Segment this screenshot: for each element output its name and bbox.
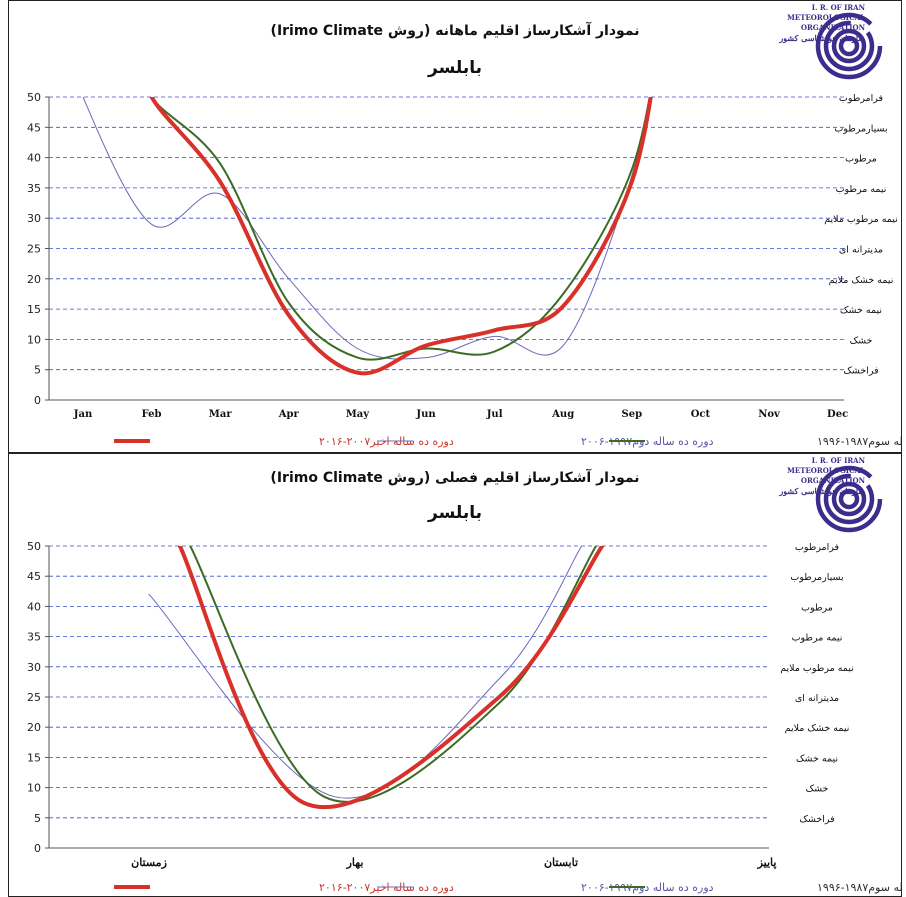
zone-label: نیمه خشک ملایم <box>829 275 894 286</box>
zone-label: فراخشک <box>799 814 834 825</box>
x-tick-label: Sep <box>622 409 643 420</box>
x-tick-label: Jul <box>486 409 503 420</box>
logo-ring <box>838 35 860 57</box>
logo-text: I. R. OF IRAN <box>812 456 866 465</box>
chart-title: نمودار آشکارساز اقلیم فصلی (روش Irimo Cl… <box>270 468 639 486</box>
monthly-climate-chart: نمودار آشکارساز اقلیم ماهانه (روش Irimo … <box>27 3 901 448</box>
zone-label: خشک <box>850 335 873 346</box>
x-tick-label: Feb <box>142 409 162 420</box>
chart-title: نمودار آشکارساز اقلیم ماهانه (روش Irimo … <box>271 21 640 39</box>
logo-ring <box>831 481 867 517</box>
x-tick-label: Dec <box>827 409 848 420</box>
zone-label: نیمه مرطوب ملایم <box>780 663 854 674</box>
x-tick-label: Aug <box>551 409 574 420</box>
series-line <box>150 97 651 361</box>
logo-text: METEOROLOGICAL <box>787 13 865 22</box>
zone-label: مدیترانه ای <box>795 693 839 704</box>
y-tick-label: 5 <box>34 812 41 825</box>
x-tick-label: بهار <box>346 856 364 869</box>
x-tick-label: زمستان <box>131 856 167 869</box>
legend-label: دوره ده ساله سوم۱۹۸۷-۱۹۹۶ <box>817 881 901 894</box>
x-tick-label: Nov <box>758 409 781 420</box>
zone-label: نیمه مرطوب ملایم <box>824 214 898 225</box>
y-tick-label: 15 <box>27 751 41 764</box>
zone-label: فرامرطوب <box>795 542 839 553</box>
y-tick-label: 10 <box>27 782 41 795</box>
logo-ring <box>815 12 883 80</box>
y-tick-label: 25 <box>27 691 41 704</box>
zone-label: نیمه خشک <box>840 305 882 316</box>
series-line <box>148 546 583 799</box>
logo-text: سازمان هواشناسی کشور <box>778 33 865 44</box>
x-tick-label: Jun <box>415 409 436 420</box>
x-tick-label: May <box>346 409 371 420</box>
y-tick-label: 30 <box>27 212 41 225</box>
series-line <box>177 546 605 810</box>
zone-label: مدیترانه ای <box>839 245 883 256</box>
chart-subtitle: بابلسر <box>427 503 482 523</box>
y-tick-label: 40 <box>27 152 41 165</box>
meteorological-organization-logo: I. R. OF IRANMETEOROLOGICALORGANIZATIONس… <box>778 3 883 80</box>
zone-label: نیمه خشک ملایم <box>785 723 850 734</box>
y-tick-label: 0 <box>34 394 41 407</box>
y-tick-label: 50 <box>27 91 41 104</box>
zone-label: نیمه خشک <box>796 753 838 764</box>
meteorological-organization-logo: I. R. OF IRANMETEOROLOGICALORGANIZATIONس… <box>778 456 883 533</box>
zone-label: نیمه مرطوب <box>836 184 887 195</box>
zone-label: مرطوب <box>845 154 877 165</box>
y-tick-label: 0 <box>34 842 41 855</box>
logo-ring <box>815 465 883 533</box>
zone-label: فراخشک <box>843 366 878 377</box>
y-tick-label: 5 <box>34 364 41 377</box>
legend-label: دوره ده ساله سوم۱۹۸۷-۱۹۹۶ <box>817 435 901 448</box>
y-tick-label: 40 <box>27 600 41 613</box>
logo-text: ORGANIZATION <box>801 23 866 32</box>
zone-label: فرامرطوب <box>839 93 883 104</box>
zone-label: خشک <box>806 784 829 795</box>
logo-ring <box>823 20 875 72</box>
zone-label: بسیارمرطوب <box>834 123 887 134</box>
seasonal-climate-chart: نمودار آشکارساز اقلیم فصلی (روش Irimo Cl… <box>27 456 901 894</box>
logo-text: سازمان هواشناسی کشور <box>778 486 865 497</box>
x-tick-label: Apr <box>278 409 300 420</box>
chart-subtitle: بابلسر <box>427 58 482 78</box>
legend-label: دوره ده ساله دوم۱۹۹۷-۲۰۰۶ <box>581 435 714 448</box>
y-tick-label: 50 <box>27 540 41 553</box>
series-line <box>82 97 651 360</box>
x-tick-label: Mar <box>209 409 233 420</box>
logo-ring <box>838 488 860 510</box>
logo-text: METEOROLOGICAL <box>787 466 865 475</box>
y-tick-label: 10 <box>27 333 41 346</box>
series-line <box>149 97 653 376</box>
zone-label: مرطوب <box>801 602 833 613</box>
y-tick-label: 45 <box>27 121 41 134</box>
logo-text: I. R. OF IRAN <box>812 3 866 12</box>
logo-ring <box>823 473 875 525</box>
y-tick-label: 35 <box>27 631 41 644</box>
x-tick-label: تابستان <box>544 856 578 869</box>
y-tick-label: 30 <box>27 661 41 674</box>
zone-label: بسیارمرطوب <box>790 572 843 583</box>
series-line <box>189 546 597 803</box>
y-tick-label: 20 <box>27 273 41 286</box>
y-tick-label: 25 <box>27 243 41 256</box>
monthly-chart-panel: نمودار آشکارساز اقلیم ماهانه (روش Irimo … <box>8 0 902 453</box>
y-tick-label: 15 <box>27 303 41 316</box>
x-tick-label: Oct <box>691 409 711 420</box>
seasonal-chart-panel: نمودار آشکارساز اقلیم فصلی (روش Irimo Cl… <box>8 453 902 897</box>
y-tick-label: 35 <box>27 182 41 195</box>
legend-label: دوره ده ساله دوم۱۹۹۷-۲۰۰۶ <box>581 881 714 894</box>
zone-label: نیمه مرطوب <box>792 633 843 644</box>
y-tick-label: 45 <box>27 570 41 583</box>
logo-ring <box>831 28 867 64</box>
logo-text: ORGANIZATION <box>801 476 866 485</box>
y-tick-label: 20 <box>27 721 41 734</box>
x-tick-label: Jan <box>73 409 93 420</box>
x-tick-label: پاییز <box>757 856 777 869</box>
